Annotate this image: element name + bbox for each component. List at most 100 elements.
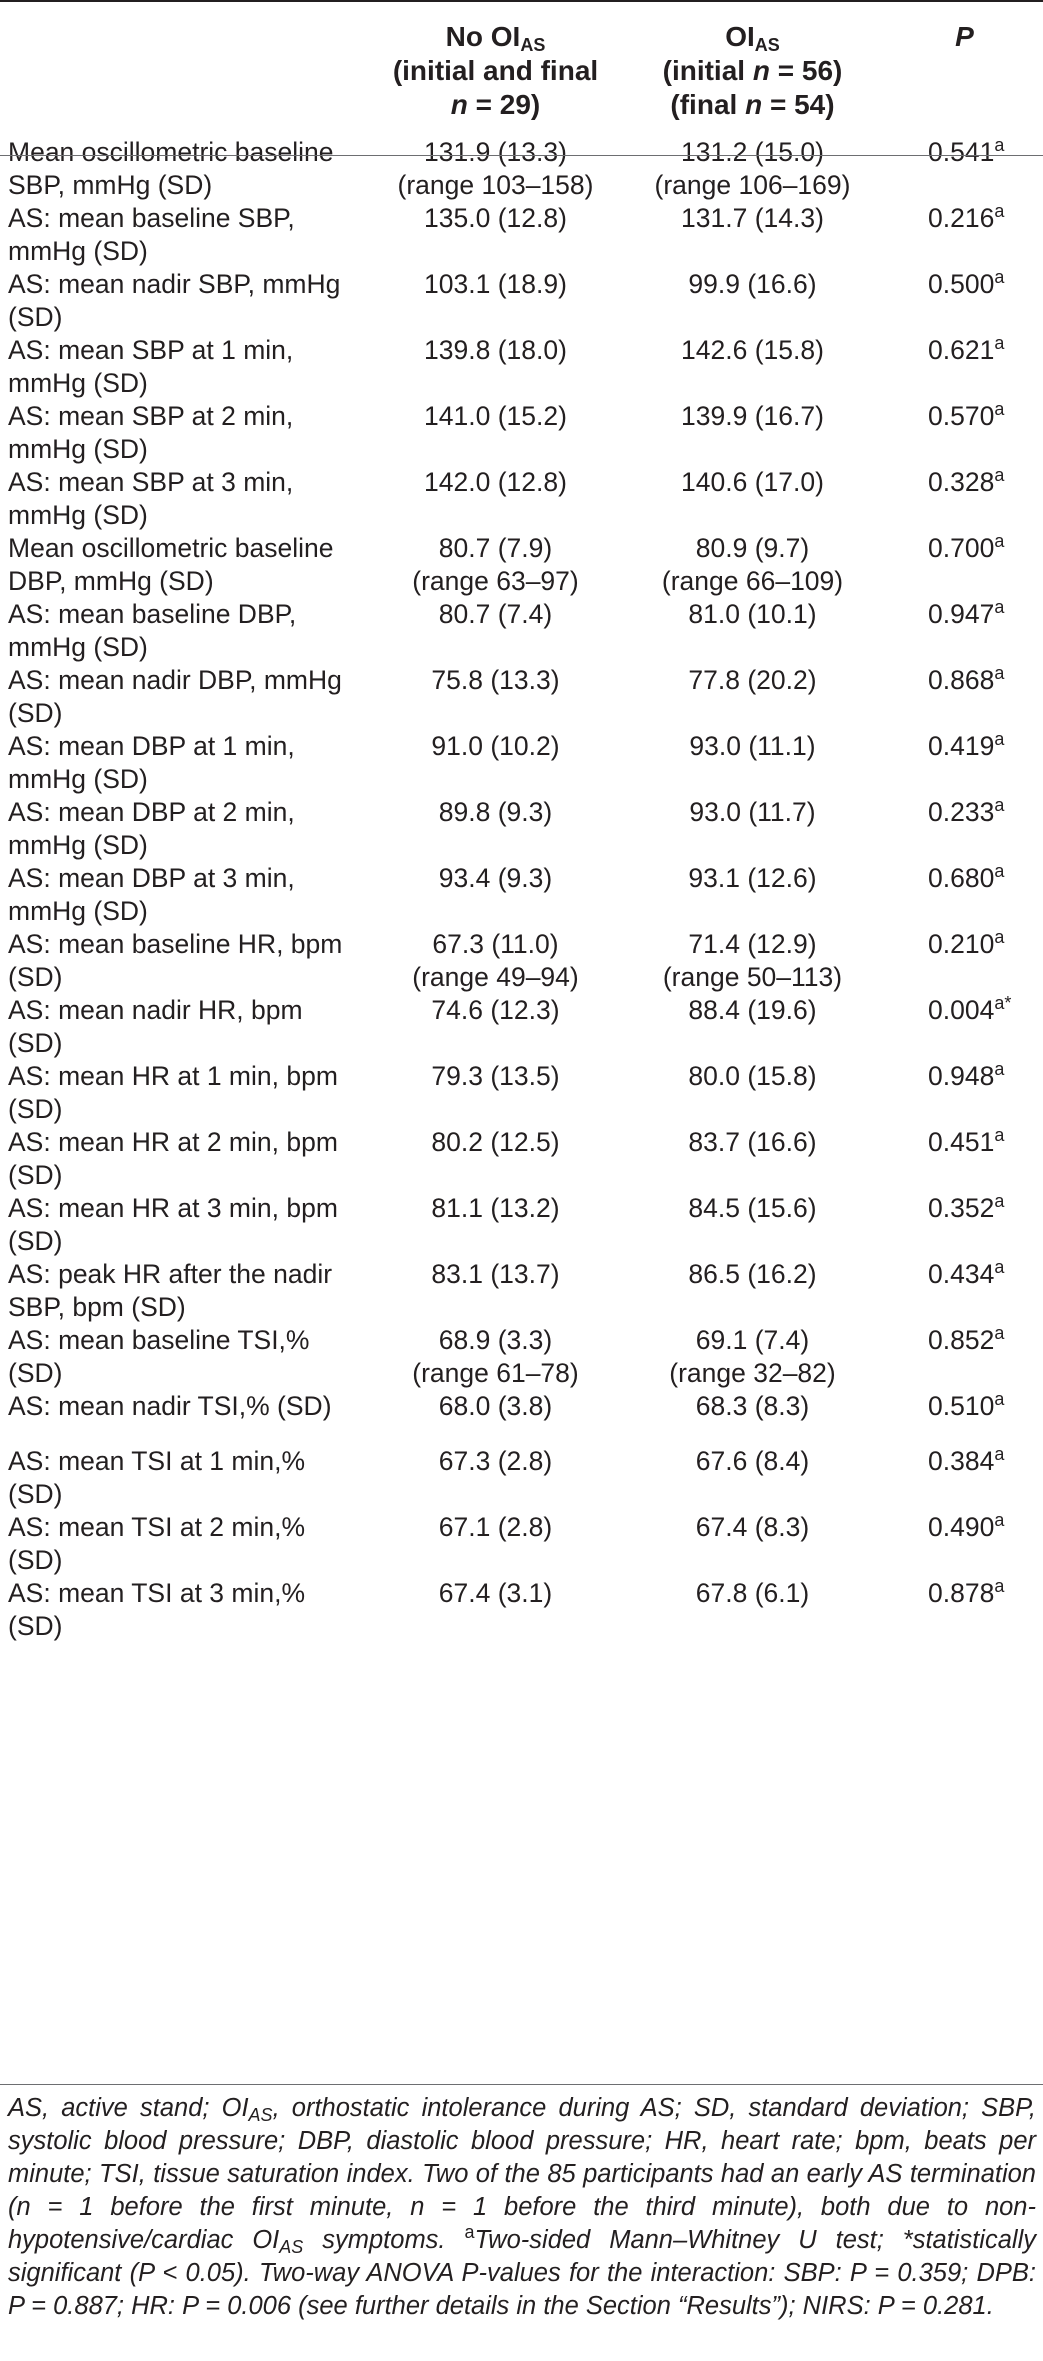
oi-value: 88.4 (19.6) <box>688 995 817 1025</box>
row-label: AS: mean baseline DBP, mmHg (SD) <box>8 599 297 662</box>
row-label: AS: mean nadir DBP, mmHg (SD) <box>8 665 342 728</box>
header-rule <box>0 155 1043 156</box>
no-oi-value: 67.4 (3.1) <box>438 1578 553 1608</box>
p-value: 0.451a <box>928 1125 1005 1157</box>
table-row: AS: mean baseline HR, bpm (SD) 67.3 (11.0… <box>0 928 1043 994</box>
no-oi-value: 135.0 (12.8) <box>424 203 567 233</box>
row-label: AS: mean TSI at 2 min,% (SD) <box>8 1512 306 1575</box>
table-header: No OIAS (initial and final n = 29) OIAS … <box>0 0 1043 122</box>
table-row: AS: mean nadir DBP, mmHg (SD) 75.8 (13.3)… <box>0 664 1043 730</box>
oi-value: 67.6 (8.4) <box>695 1446 810 1476</box>
table-row: AS: mean SBP at 1 min, mmHg (SD) 139.8 (1… <box>0 334 1043 400</box>
table-row: AS: mean SBP at 3 min, mmHg (SD) 142.0 (1… <box>0 466 1043 532</box>
table-row: Mean oscillometric baseline DBP, mmHg (S… <box>0 532 1043 598</box>
no-oi-value: 81.1 (13.2) <box>431 1193 560 1223</box>
no-oi-value: 91.0 (10.2) <box>431 731 560 761</box>
row-label: AS: mean TSI at 1 min,% (SD) <box>8 1446 306 1509</box>
oi-value: 131.2 (15.0) (range 106–169) <box>654 137 851 200</box>
p-value: 0.510a <box>928 1389 1005 1421</box>
header-oi: OIAS (initial n = 56) (final n = 54) <box>662 21 843 120</box>
p-value: 0.384a <box>928 1444 1005 1476</box>
no-oi-value: 131.9 (13.3) (range 103–158) <box>397 137 594 200</box>
p-value: 0.947a <box>928 597 1005 629</box>
oi-value: 81.0 (10.1) <box>688 599 817 629</box>
oi-value: 84.5 (15.6) <box>688 1193 817 1223</box>
oi-value: 139.9 (16.7) <box>681 401 824 431</box>
row-label: AS: mean baseline SBP, mmHg (SD) <box>8 203 295 266</box>
row-label: AS: mean DBP at 3 min, mmHg (SD) <box>8 863 295 926</box>
oi-value: 69.1 (7.4) (range 32–82) <box>669 1325 836 1388</box>
oi-value: 131.7 (14.3) <box>681 203 824 233</box>
no-oi-value: 83.1 (13.7) <box>431 1259 560 1289</box>
bottom-rule <box>0 2084 1043 2085</box>
table-row: AS: mean nadir HR, bpm (SD) 74.6 (12.3) 88… <box>0 994 1043 1060</box>
table-row: AS: mean HR at 2 min, bpm (SD) 80.2 (12.5… <box>0 1126 1043 1192</box>
table-body: Mean oscillometric baseline SBP, mmHg (S… <box>0 122 1043 1643</box>
oi-value: 93.1 (12.6) <box>688 863 817 893</box>
p-value: 0.700a <box>928 531 1005 563</box>
row-label: AS: mean SBP at 2 min, mmHg (SD) <box>8 401 294 464</box>
row-label: AS: mean SBP at 1 min, mmHg (SD) <box>8 335 294 398</box>
table-row: AS: mean TSI at 1 min,% (SD) 67.3 (2.8) 67… <box>0 1445 1043 1511</box>
row-label: Mean oscillometric baseline SBP, mmHg (S… <box>8 137 334 200</box>
row-label: AS: mean DBP at 1 min, mmHg (SD) <box>8 731 295 794</box>
p-value: 0.868a <box>928 663 1005 695</box>
p-value: 0.621a <box>928 333 1005 365</box>
oi-value: 93.0 (11.1) <box>689 731 816 761</box>
row-label: AS: mean SBP at 3 min, mmHg (SD) <box>8 467 294 530</box>
oi-value: 67.8 (6.1) <box>695 1578 810 1608</box>
no-oi-value: 68.9 (3.3) (range 61–78) <box>412 1325 579 1388</box>
table-row: AS: peak HR after the nadir SBP, bpm (SD… <box>0 1258 1043 1324</box>
oi-value: 86.5 (16.2) <box>688 1259 817 1289</box>
no-oi-value: 80.2 (12.5) <box>431 1127 560 1157</box>
no-oi-value: 79.3 (13.5) <box>431 1061 560 1091</box>
header-label-column <box>0 0 372 122</box>
oi-value: 80.9 (9.7) (range 66–109) <box>661 533 844 596</box>
results-table: No OIAS (initial and final n = 29) OIAS … <box>0 0 1043 1643</box>
oi-value: 142.6 (15.8) <box>681 335 824 365</box>
p-value: 0.328a <box>928 465 1005 497</box>
table-row: AS: mean baseline DBP, mmHg (SD) 80.7 (7.… <box>0 598 1043 664</box>
row-label: AS: mean nadir TSI,% (SD) <box>8 1391 332 1421</box>
p-value: 0.216a <box>928 201 1005 233</box>
top-rule <box>0 0 1043 2</box>
oi-value: 140.6 (17.0) <box>681 467 824 497</box>
no-oi-value: 74.6 (12.3) <box>431 995 560 1025</box>
table-row: AS: mean baseline SBP, mmHg (SD) 135.0 (1… <box>0 202 1043 268</box>
no-oi-value: 142.0 (12.8) <box>424 467 567 497</box>
row-label: AS: mean TSI at 3 min,% (SD) <box>8 1578 306 1641</box>
no-oi-value: 141.0 (15.2) <box>424 401 567 431</box>
row-label: AS: mean HR at 2 min, bpm (SD) <box>8 1127 338 1190</box>
p-value: 0.004a* <box>928 993 1012 1025</box>
p-value: 0.570a <box>928 399 1005 431</box>
p-value: 0.210a <box>928 927 1005 959</box>
p-value: 0.541a <box>928 135 1005 167</box>
no-oi-value: 80.7 (7.9) (range 63–97) <box>412 533 579 596</box>
p-value: 0.500a <box>928 267 1005 299</box>
no-oi-value: 67.3 (11.0) (range 49–94) <box>412 929 579 992</box>
row-label: AS: mean nadir HR, bpm (SD) <box>8 995 303 1058</box>
row-label: AS: mean baseline TSI,% (SD) <box>8 1325 310 1388</box>
no-oi-value: 67.3 (2.8) <box>438 1446 553 1476</box>
table-row: AS: mean TSI at 3 min,% (SD) 67.4 (3.1) 67… <box>0 1577 1043 1643</box>
header-no-oi: No OIAS (initial and final n = 29) <box>392 21 599 120</box>
p-value: 0.852a <box>928 1323 1005 1355</box>
table-footnote: AS, active stand; OIAS, orthostatic into… <box>8 2094 1036 2320</box>
table-row: AS: mean nadir SBP, mmHg (SD) 103.1 (18.9… <box>0 268 1043 334</box>
oi-value: 68.3 (8.3) <box>695 1391 810 1421</box>
table-row: AS: mean DBP at 2 min, mmHg (SD) 89.8 (9.… <box>0 796 1043 862</box>
p-value: 0.948a <box>928 1059 1005 1091</box>
oi-value: 93.0 (11.7) <box>689 797 816 827</box>
row-label: AS: mean HR at 3 min, bpm (SD) <box>8 1193 338 1256</box>
oi-value: 83.7 (16.6) <box>688 1127 817 1157</box>
p-value: 0.878a <box>928 1576 1005 1608</box>
no-oi-value: 103.1 (18.9) <box>424 269 567 299</box>
oi-value: 99.9 (16.6) <box>688 269 817 299</box>
table-row: AS: mean nadir TSI,% (SD) 68.0 (3.8) 68.3 … <box>0 1390 1043 1445</box>
table-row: AS: mean TSI at 2 min,% (SD) 67.1 (2.8) 67… <box>0 1511 1043 1577</box>
no-oi-value: 139.8 (18.0) <box>424 335 567 365</box>
p-value: 0.434a <box>928 1257 1005 1289</box>
no-oi-value: 68.0 (3.8) <box>438 1391 553 1421</box>
header-p-value: P <box>955 21 974 52</box>
